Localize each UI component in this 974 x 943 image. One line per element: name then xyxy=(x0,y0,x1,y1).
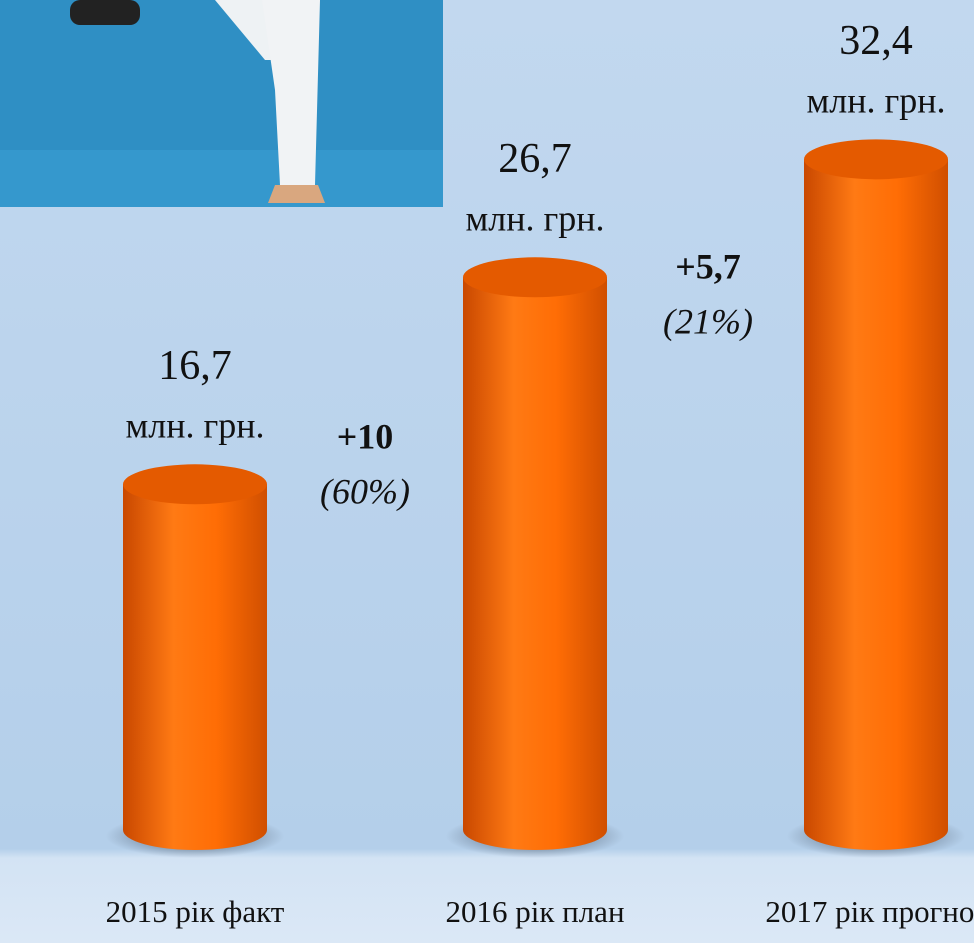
x-tick-label: 2015 рік факт xyxy=(106,894,285,929)
bar-bottom xyxy=(463,810,607,850)
x-tick-label: 2016 рік план xyxy=(445,894,624,929)
annotation-change: +10 xyxy=(337,416,394,456)
value-label: 32,4 xyxy=(839,18,913,64)
bar xyxy=(123,464,267,850)
bar-top xyxy=(463,257,607,298)
value-label: 16,7 xyxy=(158,343,232,389)
photo xyxy=(0,0,443,207)
value-unit: млн. грн. xyxy=(465,199,604,239)
annotation-percent: (60%) xyxy=(320,471,410,511)
bar-body xyxy=(463,277,607,830)
value-unit: млн. грн. xyxy=(125,406,264,446)
annotation-percent: (21%) xyxy=(663,301,753,341)
bar xyxy=(463,257,607,850)
value-label: 26,7 xyxy=(498,136,572,182)
bar-body xyxy=(123,484,267,830)
value-unit: млн. грн. xyxy=(806,81,945,121)
bar-top xyxy=(804,139,948,180)
annotation-change: +5,7 xyxy=(675,246,741,286)
bar-body xyxy=(804,159,948,830)
x-tick-label: 2017 рік прогноз xyxy=(765,894,974,929)
bar-bottom xyxy=(804,810,948,850)
bar-top xyxy=(123,464,267,505)
bar xyxy=(804,139,948,850)
bar-bottom xyxy=(123,810,267,850)
